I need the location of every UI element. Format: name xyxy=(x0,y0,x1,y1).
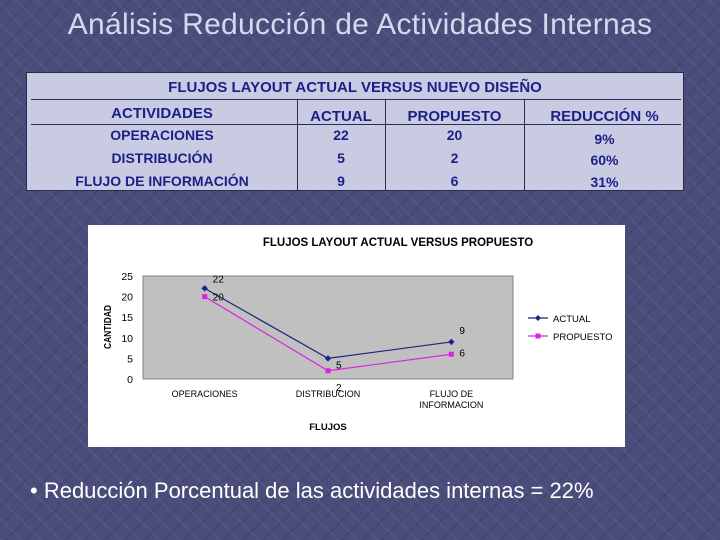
chart-marks-group xyxy=(201,285,548,374)
table-cell-activity: DISTRIBUCIÓN xyxy=(111,150,213,166)
data-point xyxy=(202,294,208,300)
plot-area-group xyxy=(142,275,622,380)
data-point xyxy=(324,355,332,362)
data-point xyxy=(448,351,454,357)
data-point xyxy=(201,285,208,292)
table-cell-actual: 9 xyxy=(337,173,345,189)
table-cell-actual: 5 xyxy=(337,150,345,166)
legend-box xyxy=(520,304,622,348)
y-tick-label: 0 xyxy=(127,374,133,386)
y-tick-label: 15 xyxy=(121,312,133,324)
table-header-reduccion: REDUCCIÓN % xyxy=(550,108,659,125)
x-tick-label: DISTRIBUCION xyxy=(296,389,361,399)
table-column-divider xyxy=(524,99,525,190)
table-header-actividades: ACTIVIDADES xyxy=(111,105,213,122)
table-column-divider xyxy=(385,99,386,190)
legend-label: ACTUAL xyxy=(553,314,590,325)
table-cell-actual: 22 xyxy=(333,127,349,143)
line-chart-svg: FLUJOS LAYOUT ACTUAL VERSUS PROPUESTO 0 5 1… xyxy=(103,237,622,433)
table-rule-top xyxy=(31,99,681,100)
data-label: 6 xyxy=(459,348,465,359)
table-column-divider xyxy=(297,99,298,190)
comparison-table: FLUJOS LAYOUT ACTUAL VERSUS NUEVO DISEÑO… xyxy=(26,72,684,191)
data-label: 20 xyxy=(213,293,225,304)
chart-text-group: FLUJOS LAYOUT ACTUAL VERSUS PROPUESTO 0 5 1… xyxy=(103,237,612,433)
table-cell-reduccion: 60% xyxy=(590,152,619,168)
y-axis-label: CANTIDAD xyxy=(103,305,114,349)
table-cell-activity: FLUJO DE INFORMACIÓN xyxy=(75,173,249,189)
legend-marker xyxy=(535,315,541,321)
legend-marker xyxy=(535,333,541,339)
summary-text: Reducción Porcentual de las actividades … xyxy=(43,478,594,503)
line-chart: FLUJOS LAYOUT ACTUAL VERSUS PROPUESTO 0 5 1… xyxy=(88,225,625,447)
table-header-actual: ACTUAL xyxy=(310,108,372,125)
data-label: 2 xyxy=(336,383,342,394)
table-header-propuesto: PROPUESTO xyxy=(407,108,502,125)
table-cell-activity: OPERACIONES xyxy=(110,127,214,143)
data-label: 9 xyxy=(459,326,465,337)
bullet-symbol: • xyxy=(30,478,38,503)
chart-title: FLUJOS LAYOUT ACTUAL VERSUS PROPUESTO xyxy=(263,237,533,249)
slide-title: Análisis Reducción de Actividades Intern… xyxy=(67,8,653,41)
table-cell-reduccion: 31% xyxy=(590,174,619,190)
table-cell-propuesto: 2 xyxy=(450,150,459,166)
plot-area xyxy=(142,275,514,380)
y-tick-label: 10 xyxy=(121,333,133,345)
table-cell-reduccion: 9% xyxy=(594,131,615,147)
data-label: 22 xyxy=(213,274,225,285)
x-tick-label: FLUJO DE INFORMACION xyxy=(419,389,483,410)
table-caption: FLUJOS LAYOUT ACTUAL VERSUS NUEVO DISEÑO xyxy=(168,79,542,96)
y-tick-label: 25 xyxy=(121,271,133,283)
data-point xyxy=(448,338,455,346)
y-tick-label: 20 xyxy=(121,292,133,304)
data-point xyxy=(325,368,331,374)
x-tick-label: OPERACIONES xyxy=(172,389,238,399)
y-tick-label: 5 xyxy=(127,353,133,365)
summary-bullet: • Reducción Porcentual de las actividade… xyxy=(30,478,594,504)
table-rule-header xyxy=(31,124,681,125)
legend-label: PROPUESTO xyxy=(553,332,612,343)
table-cell-propuesto: 6 xyxy=(450,173,459,189)
data-label: 5 xyxy=(336,360,342,371)
x-axis-label: FLUJOS xyxy=(309,422,346,433)
table-cell-propuesto: 20 xyxy=(446,127,463,143)
